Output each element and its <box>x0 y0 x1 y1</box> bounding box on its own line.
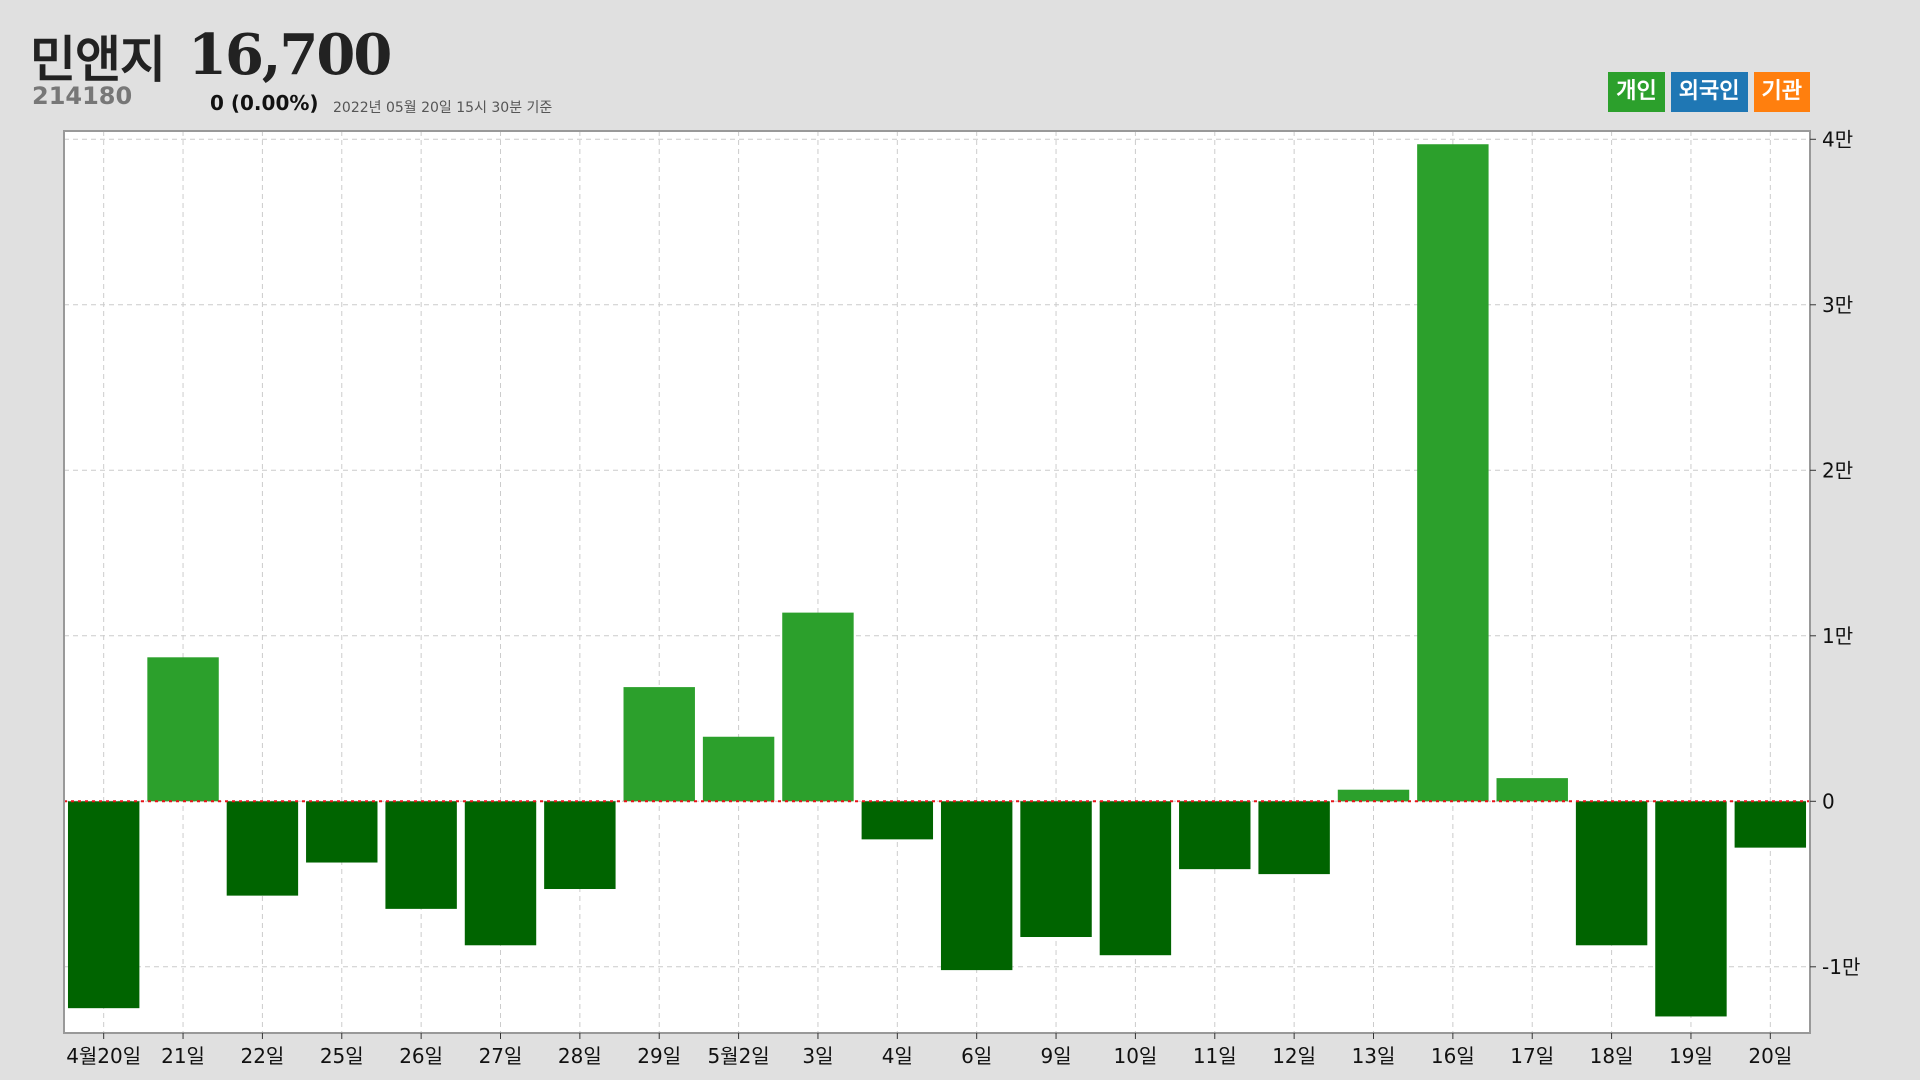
bar <box>544 801 616 890</box>
x-tick-label: 19일 <box>1669 1044 1713 1068</box>
price-change: 0 (0.00%) <box>210 91 319 115</box>
x-tick-label: 5월2일 <box>707 1044 769 1068</box>
bar <box>702 736 775 802</box>
bar <box>67 801 140 1009</box>
y-tick-label: 4만 <box>1822 127 1853 151</box>
y-tick-label: 3만 <box>1822 293 1853 317</box>
x-tick-label: 22일 <box>240 1044 284 1068</box>
bar <box>464 801 537 946</box>
bar <box>1496 778 1568 802</box>
x-tick-label: 27일 <box>479 1044 523 1068</box>
x-tick-label: 26일 <box>399 1044 443 1068</box>
x-tick-label: 21일 <box>161 1044 205 1068</box>
y-tick-label: 2만 <box>1822 458 1853 482</box>
bar <box>623 687 695 802</box>
x-tick-label: 4일 <box>882 1044 913 1068</box>
bar <box>1020 801 1092 938</box>
x-tick-label: 12일 <box>1272 1044 1316 1068</box>
bar <box>940 801 1013 971</box>
bar <box>1417 144 1489 802</box>
bar <box>306 801 378 863</box>
x-tick-label: 3일 <box>802 1044 833 1068</box>
plot-frame <box>63 130 1811 1034</box>
bar <box>147 657 219 802</box>
x-tick-label: 20일 <box>1748 1044 1792 1068</box>
bar <box>1337 789 1410 802</box>
x-tick-label: 9일 <box>1040 1044 1071 1068</box>
x-tick-label: 16일 <box>1431 1044 1475 1068</box>
bar <box>861 801 934 840</box>
x-tick-label: 11일 <box>1193 1044 1237 1068</box>
x-tick-label: 4월20일 <box>66 1044 141 1068</box>
legend-foreigner-button[interactable]: 외국인 <box>1670 72 1748 112</box>
bar <box>1099 801 1172 956</box>
x-tick-label: 29일 <box>637 1044 681 1068</box>
x-tick-label: 17일 <box>1510 1044 1554 1068</box>
stock-price: 16,700 <box>188 22 392 88</box>
bar <box>1258 801 1330 875</box>
legend-individual-button[interactable]: 개인 <box>1608 72 1665 112</box>
x-tick-label: 10일 <box>1113 1044 1157 1068</box>
bar <box>1575 801 1648 946</box>
x-tick-label: 6일 <box>961 1044 992 1068</box>
plot-area <box>64 131 1810 1033</box>
x-tick-label: 25일 <box>320 1044 364 1068</box>
bar <box>782 612 854 802</box>
bar <box>226 801 299 896</box>
bar <box>1179 801 1251 870</box>
legend-institution-button[interactable]: 기관 <box>1753 72 1810 112</box>
x-tick-label: 28일 <box>558 1044 602 1068</box>
bar <box>1734 801 1807 848</box>
x-tick-label: 18일 <box>1590 1044 1634 1068</box>
bar <box>1655 801 1727 1017</box>
y-tick-label: -1만 <box>1822 955 1860 979</box>
y-tick-label: 1만 <box>1822 624 1853 648</box>
legend: 개인 외국인 기관 <box>1608 72 1810 112</box>
stock-code: 214180 <box>32 82 133 110</box>
x-tick-label: 13일 <box>1352 1044 1396 1068</box>
stock-name: 민앤지 <box>30 31 166 89</box>
bar <box>385 801 457 909</box>
y-tick-label: 0 <box>1822 789 1835 813</box>
timestamp: 2022년 05월 20일 15시 30분 기준 <box>333 100 553 116</box>
